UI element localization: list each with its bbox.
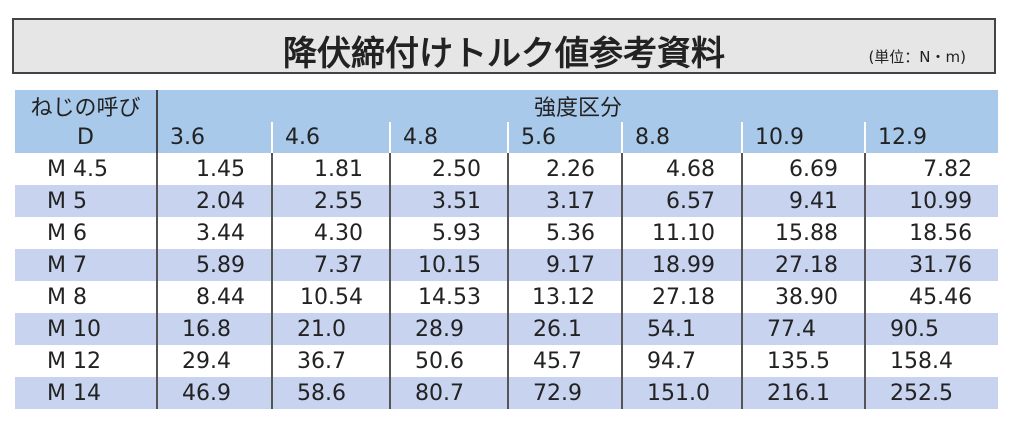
torque-value: 252.5 [863,377,999,409]
torque-value: 1.81 [271,153,390,185]
table-row: M 7 5.89 7.37 10.15 9.17 18.99 27.18 31.76 [15,249,999,281]
torque-value: 27.18 [621,281,742,313]
torque-value: 26.1 [507,313,622,345]
torque-value: 18.56 [863,217,999,249]
torque-value: 5.36 [507,217,622,249]
column-header: 4.6 [271,122,390,153]
torque-value: 13.12 [507,281,622,313]
torque-value: 29.4 [156,345,272,377]
torque-value: 5.93 [389,217,508,249]
column-header: 12.9 [863,122,999,153]
thread-size: M 7 [15,249,157,281]
torque-value: 15.88 [741,217,865,249]
torque-value: 16.8 [156,313,272,345]
column-header: 4.8 [389,122,508,153]
torque-value: 2.50 [389,153,508,185]
torque-value: 18.99 [621,249,742,281]
torque-value: 58.6 [271,377,390,409]
torque-value: 27.18 [741,249,865,281]
thread-size: M 12 [47,348,101,374]
torque-value: 94.7 [621,345,742,377]
torque-value: 28.9 [389,313,508,345]
torque-value: 10.15 [389,249,508,281]
torque-value: 90.5 [863,313,999,345]
thread-size: M 10 [15,313,157,345]
torque-value: 54.1 [621,313,742,345]
torque-value: 4.68 [621,153,742,185]
torque-value: 2.04 [156,185,272,217]
torque-value: 8.44 [156,281,272,313]
table-row: M 5 2.04 2.55 3.51 3.17 6.57 9.41 10.99 [15,185,999,217]
torque-value: 158.4 [863,345,999,377]
column-header: 10.9 [741,122,865,153]
title-box: 降伏締付けトルク値参考資料 (単位：N・m) [12,18,996,74]
torque-value: 1.45 [156,153,272,185]
torque-value: 10.54 [271,281,390,313]
table-row: M 8 8.44 10.54 14.53 13.12 27.18 38.90 45.46 [15,281,999,313]
torque-value: 21.0 [271,313,390,345]
torque-value: 72.9 [507,377,622,409]
table-row: M 10 16.8 21.0 28.9 26.1 54.1 77.4 90.5 [15,313,999,345]
corner-label: ねじの呼び [15,90,158,122]
table-row: M 12 29.4 36.7 50.6 45.7 94.7 135.5 158.4 [15,345,999,377]
column-header: 5.6 [507,122,622,153]
thread-size: M 6 [47,220,87,246]
torque-value: 36.7 [271,345,390,377]
torque-value: 50.6 [389,345,508,377]
thread-size: M 4.5 [47,156,108,182]
torque-value: 9.17 [507,249,622,281]
torque-value: 135.5 [741,345,865,377]
torque-value: 45.7 [507,345,622,377]
torque-value: 80.7 [389,377,508,409]
torque-value: 11.10 [621,217,742,249]
torque-value: 7.82 [863,153,999,185]
torque-value: 77.4 [741,313,865,345]
torque-value: 5.89 [156,249,272,281]
torque-value: 3.51 [389,185,508,217]
thread-size: M 8 [47,284,87,310]
torque-value: 3.44 [156,217,272,249]
torque-value: 7.37 [271,249,390,281]
table-row: M 6 3.44 4.30 5.93 5.36 11.10 15.88 18.56 [15,217,999,249]
torque-value: 9.41 [741,185,865,217]
column-header: 8.8 [621,122,742,153]
torque-value: 2.26 [507,153,622,185]
column-header: 3.6 [156,122,272,153]
thread-size: M 14 [15,377,157,409]
torque-value: 6.69 [741,153,865,185]
torque-value: 10.99 [863,185,999,217]
group-header: 強度区分 [157,90,999,122]
torque-value: 2.55 [271,185,390,217]
unit: (単位：N・m) [868,48,966,66]
torque-value: 3.17 [507,185,622,217]
torque-value: 4.30 [271,217,390,249]
table-row: M 4.5 1.45 1.81 2.50 2.26 4.68 6.69 7.82 [15,153,999,185]
torque-value: 31.76 [863,249,999,281]
torque-value: 46.9 [156,377,272,409]
torque-value: 151.0 [621,377,742,409]
torque-value: 38.90 [741,281,865,313]
corner-label: D [15,122,158,153]
torque-value: 6.57 [621,185,742,217]
title: 降伏締付けトルク値参考資料 [283,34,725,74]
torque-value: 216.1 [741,377,865,409]
torque-table: ねじの呼び 強度区分 D 3.6 4.6 4.8 5.6 8.8 10.9 12.9 M 4… [15,90,999,409]
torque-value: 14.53 [389,281,508,313]
table-row: M 14 46.9 58.6 80.7 72.9 151.0 216.1 252.5 [15,377,999,409]
thread-size: M 5 [15,185,157,217]
torque-value: 45.46 [863,281,999,313]
